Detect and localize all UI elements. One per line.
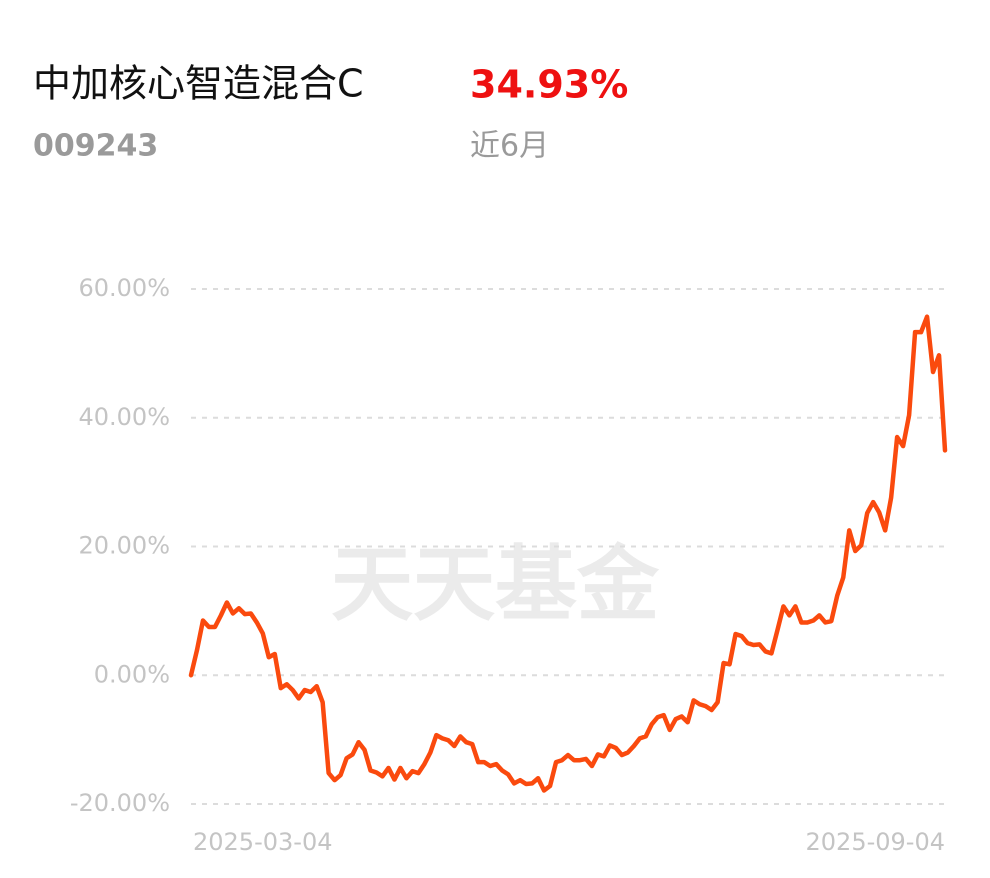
watermark: 天天基金 xyxy=(331,537,660,632)
y-tick-label: 0.00% xyxy=(94,660,170,688)
y-tick-label: 40.00% xyxy=(78,403,170,431)
y-tick-label: 60.00% xyxy=(78,274,170,302)
y-tick-label: 20.00% xyxy=(78,532,170,560)
period-label: 近6月 xyxy=(470,129,549,164)
x-tick-label: 2025-03-04 xyxy=(193,828,332,856)
x-tick-label: 2025-09-04 xyxy=(806,828,945,856)
fund-code: 009243 xyxy=(33,129,158,164)
line-series xyxy=(188,314,948,793)
fund-return: 34.93% xyxy=(470,63,628,107)
fund-name: 中加核心智造混合C xyxy=(33,62,364,106)
y-tick-label: -20.00% xyxy=(70,789,170,817)
